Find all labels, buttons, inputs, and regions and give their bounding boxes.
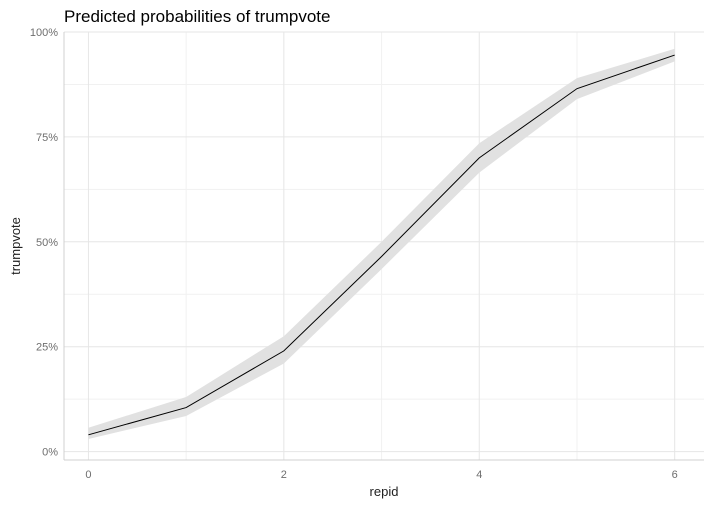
y-axis-title: trumpvote xyxy=(8,217,23,275)
y-tick-label: 100% xyxy=(30,27,58,39)
x-tick-label: 6 xyxy=(672,469,678,481)
y-tick-label: 0% xyxy=(42,447,58,459)
x-axis-title: repid xyxy=(370,484,399,499)
line-layer xyxy=(88,54,675,436)
x-tick-labels: 0 2 4 6 xyxy=(85,469,677,481)
x-tick-label: 2 xyxy=(281,469,287,481)
prediction-line xyxy=(88,54,675,436)
confidence-band-layer xyxy=(88,48,675,440)
y-tick-label: 50% xyxy=(36,237,58,249)
confidence-band xyxy=(88,48,675,440)
y-tick-labels: 0% 25% 50% 75% 100% xyxy=(30,27,58,459)
chart-title: Predicted probabilities of trumpvote xyxy=(64,7,330,26)
y-tick-label: 75% xyxy=(36,132,58,144)
x-tick-label: 4 xyxy=(476,469,482,481)
x-tick-label: 0 xyxy=(85,469,91,481)
y-tick-label: 25% xyxy=(36,342,58,354)
